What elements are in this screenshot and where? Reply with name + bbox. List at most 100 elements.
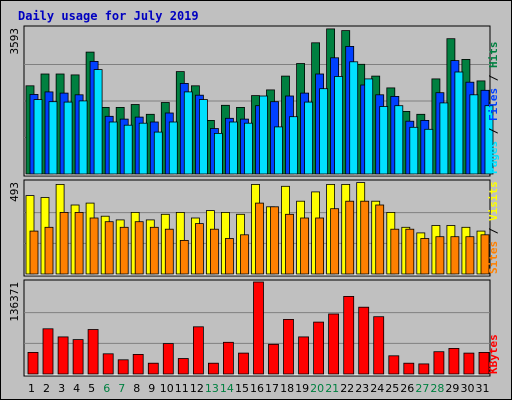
bar-kbytes-day-14 <box>222 341 234 375</box>
bar-sites-day-7 <box>119 226 129 275</box>
bar-sites-day-20 <box>315 217 325 275</box>
x-tick-label-day-7: 7 <box>118 382 125 395</box>
x-tick-label-day-20: 20 <box>310 382 324 395</box>
bar-kbytes-day-8 <box>132 353 144 375</box>
legend-hits-files-pages: Pages / Files / Hits <box>487 42 500 175</box>
bar-kbytes-day-23 <box>358 306 370 375</box>
bar-pages-day-15 <box>244 122 253 175</box>
bar-sites-day-11 <box>179 239 189 275</box>
panel-visits-sites: 493 Sites / Visits <box>8 179 500 277</box>
x-tick-label-day-14: 14 <box>220 382 234 395</box>
bar-pages-day-26 <box>409 126 419 175</box>
legend-visits-sites: Sites / Visits <box>487 181 500 274</box>
x-tick-label-day-27: 27 <box>415 382 429 395</box>
bar-sites-day-15 <box>240 234 249 275</box>
x-tick-label-day-25: 25 <box>385 382 399 395</box>
x-tick-label-day-9: 9 <box>148 382 155 395</box>
bar-pages-day-28 <box>439 102 449 175</box>
bar-pages-day-5 <box>93 69 103 175</box>
bar-kbytes-day-21 <box>328 313 340 375</box>
bar-kbytes-day-18 <box>283 318 294 375</box>
x-tick-label-day-15: 15 <box>235 382 249 395</box>
bar-kbytes-day-31 <box>478 351 490 375</box>
bar-sites-day-14 <box>224 238 234 275</box>
bar-sites-day-24 <box>375 204 385 275</box>
bar-kbytes-day-12 <box>192 326 204 375</box>
bar-sites-day-19 <box>300 217 310 275</box>
x-tick-label-day-28: 28 <box>430 382 444 395</box>
bar-kbytes-day-19 <box>298 336 310 375</box>
bar-pages-day-24 <box>379 106 389 175</box>
bar-sites-day-23 <box>360 200 370 275</box>
bar-kbytes-day-28 <box>433 351 445 375</box>
bar-sites-day-26 <box>405 228 415 275</box>
x-tick-label-day-19: 19 <box>295 382 309 395</box>
bar-kbytes-day-5 <box>87 329 99 375</box>
bar-sites-day-13 <box>209 228 219 275</box>
bar-kbytes-day-16 <box>253 281 264 375</box>
bar-kbytes-day-22 <box>343 295 355 375</box>
legend-item: Hits <box>487 42 500 69</box>
bar-sites-day-4 <box>74 211 84 275</box>
x-tick-label-day-13: 13 <box>205 382 219 395</box>
bar-pages-day-30 <box>469 94 479 175</box>
bar-pages-day-25 <box>394 105 404 175</box>
bar-pages-day-11 <box>183 91 193 175</box>
bar-sites-day-31 <box>480 234 490 275</box>
bar-sites-day-1 <box>29 230 39 275</box>
legend-item: / <box>487 68 500 88</box>
ymax-label: 3593 <box>8 28 21 55</box>
bar-pages-day-2 <box>48 101 58 175</box>
bar-kbytes-day-20 <box>313 321 325 375</box>
bar-kbytes-day-11 <box>177 358 189 375</box>
x-tick-label-day-23: 23 <box>355 382 369 395</box>
bar-pages-day-7 <box>123 124 133 175</box>
bar-sites-day-29 <box>450 236 460 275</box>
bar-pages-day-3 <box>63 101 73 175</box>
bar-kbytes-day-10 <box>162 343 174 375</box>
panel-hits-files-pages: 3593 Pages / Files / Hits <box>8 25 500 177</box>
bar-pages-day-21 <box>334 76 344 175</box>
bar-pages-day-17 <box>274 126 283 175</box>
bar-kbytes-day-6 <box>102 353 114 375</box>
bar-kbytes-day-30 <box>463 352 475 375</box>
bar-kbytes-day-3 <box>57 336 69 375</box>
x-tick-label-day-11: 11 <box>175 382 189 395</box>
bar-pages-day-1 <box>33 99 43 175</box>
bar-sites-day-25 <box>390 228 400 275</box>
bar-pages-day-23 <box>364 78 374 175</box>
bar-pages-day-31 <box>484 105 494 175</box>
bar-kbytes-day-4 <box>72 339 84 375</box>
x-tick-label-day-16: 16 <box>250 382 264 395</box>
bar-pages-day-10 <box>168 121 178 175</box>
ymax-label: 136371 <box>8 282 21 322</box>
x-tick-label-day-21: 21 <box>325 382 339 395</box>
x-tick-label-day-24: 24 <box>370 382 384 395</box>
bar-sites-day-5 <box>89 217 99 275</box>
bar-sites-day-3 <box>59 211 69 275</box>
bar-kbytes-day-7 <box>117 359 129 375</box>
legend-item: KBytes <box>487 334 500 374</box>
bar-kbytes-day-25 <box>388 355 400 375</box>
bar-pages-day-4 <box>78 100 88 175</box>
bar-sites-day-18 <box>285 213 294 275</box>
bar-pages-day-6 <box>108 121 118 175</box>
bar-pages-day-8 <box>138 122 148 175</box>
bar-sites-day-9 <box>149 226 159 275</box>
chart-title: Daily usage for July 2019 <box>18 9 199 23</box>
bar-sites-day-17 <box>270 206 279 275</box>
x-tick-label-day-18: 18 <box>280 382 294 395</box>
bar-kbytes-day-26 <box>403 362 415 375</box>
bar-sites-day-8 <box>134 221 144 275</box>
ymax-label: 493 <box>8 182 21 202</box>
x-tick-label-day-6: 6 <box>103 382 110 395</box>
bar-kbytes-day-13 <box>207 362 219 375</box>
x-tick-label-day-26: 26 <box>400 382 414 395</box>
legend-item: Sites <box>487 241 500 274</box>
bar-sites-day-6 <box>104 221 114 275</box>
x-tick-label-day-3: 3 <box>58 382 65 395</box>
bar-pages-day-27 <box>424 128 434 175</box>
x-tick-label-day-31: 31 <box>476 382 490 395</box>
legend-item: / <box>487 221 500 241</box>
